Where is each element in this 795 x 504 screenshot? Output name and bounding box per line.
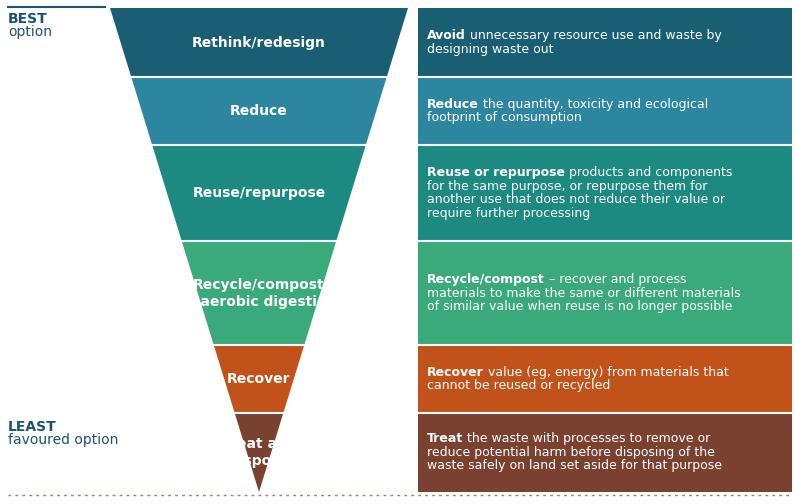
Text: Rethink/redesign: Rethink/redesign xyxy=(192,36,326,50)
Text: require further processing: require further processing xyxy=(427,207,590,220)
Text: – recover and process: – recover and process xyxy=(545,273,686,286)
Text: materials to make the same or different materials: materials to make the same or different … xyxy=(427,287,741,300)
Text: Recover: Recover xyxy=(427,366,483,379)
Text: option: option xyxy=(8,25,52,39)
Bar xyxy=(418,78,792,145)
Bar xyxy=(418,413,792,492)
Polygon shape xyxy=(110,8,408,78)
Text: waste safely on land set aside for that purpose: waste safely on land set aside for that … xyxy=(427,460,722,472)
Text: reduce potential harm before disposing of the: reduce potential harm before disposing o… xyxy=(427,446,715,459)
Text: Recycle/compost
anaerobic digestion: Recycle/compost anaerobic digestion xyxy=(181,278,337,309)
Polygon shape xyxy=(182,241,336,345)
Text: another use that does not reduce their value or: another use that does not reduce their v… xyxy=(427,194,725,206)
Polygon shape xyxy=(235,413,283,492)
Text: Reuse or repurpose: Reuse or repurpose xyxy=(427,166,565,179)
Text: Recycle/compost: Recycle/compost xyxy=(427,273,545,286)
Text: Treat and
dispose: Treat and dispose xyxy=(222,437,297,468)
Text: value (eg, energy) from materials that: value (eg, energy) from materials that xyxy=(483,366,728,379)
Bar xyxy=(418,345,792,413)
Text: Avoid: Avoid xyxy=(427,29,466,42)
Bar xyxy=(418,145,792,241)
Text: unnecessary resource use and waste by: unnecessary resource use and waste by xyxy=(466,29,722,42)
Text: for the same purpose, or repurpose them for: for the same purpose, or repurpose them … xyxy=(427,180,708,193)
Text: the waste with processes to remove or: the waste with processes to remove or xyxy=(463,432,711,446)
Text: of similar value when reuse is no longer possible: of similar value when reuse is no longer… xyxy=(427,300,732,313)
Text: Treat: Treat xyxy=(427,432,463,446)
Text: Reduce: Reduce xyxy=(230,104,288,118)
Bar xyxy=(418,8,792,78)
Text: BEST: BEST xyxy=(8,12,48,26)
Text: the quantity, toxicity and ecological: the quantity, toxicity and ecological xyxy=(479,98,708,111)
Polygon shape xyxy=(152,145,366,241)
Text: LEAST: LEAST xyxy=(8,420,56,434)
Text: Reuse/repurpose: Reuse/repurpose xyxy=(192,186,326,200)
Text: footprint of consumption: footprint of consumption xyxy=(427,111,582,124)
Polygon shape xyxy=(214,345,304,413)
Text: cannot be reused or recycled: cannot be reused or recycled xyxy=(427,380,611,393)
Bar xyxy=(418,241,792,345)
Text: favoured option: favoured option xyxy=(8,433,118,447)
Text: Recover: Recover xyxy=(227,372,291,386)
Text: Reduce: Reduce xyxy=(427,98,479,111)
Polygon shape xyxy=(131,78,386,145)
Text: designing waste out: designing waste out xyxy=(427,43,553,56)
Text: products and components: products and components xyxy=(565,166,732,179)
